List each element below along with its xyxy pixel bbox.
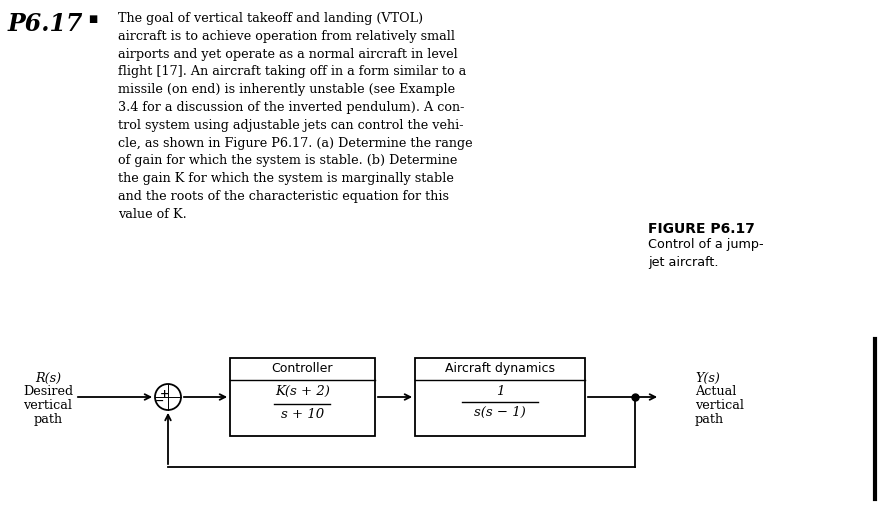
- Text: s(s − 1): s(s − 1): [474, 405, 526, 418]
- Text: R(s): R(s): [35, 371, 61, 384]
- Text: Actual: Actual: [695, 385, 736, 398]
- Bar: [230, 358, 375, 436]
- Text: Y(s): Y(s): [695, 371, 719, 384]
- Text: Desired: Desired: [23, 385, 73, 398]
- Text: Control of a jump-
jet aircraft.: Control of a jump- jet aircraft.: [648, 238, 764, 268]
- Text: K(s + 2): K(s + 2): [275, 384, 330, 397]
- Text: −: −: [155, 394, 165, 405]
- Text: ■: ■: [88, 14, 97, 24]
- Text: vertical: vertical: [695, 399, 744, 412]
- Text: path: path: [34, 413, 63, 426]
- Text: s + 10: s + 10: [281, 407, 324, 420]
- Text: +: +: [160, 388, 169, 399]
- Text: Aircraft dynamics: Aircraft dynamics: [445, 361, 555, 374]
- Text: path: path: [695, 413, 724, 426]
- Text: The goal of vertical takeoff and landing (VTOL)
aircraft is to achieve operation: The goal of vertical takeoff and landing…: [118, 12, 472, 220]
- Text: 1: 1: [496, 384, 504, 397]
- Bar: [415, 358, 585, 436]
- Text: vertical: vertical: [24, 399, 73, 412]
- Text: Controller: Controller: [272, 361, 333, 374]
- Text: P6.17: P6.17: [8, 12, 83, 36]
- Text: FIGURE P6.17: FIGURE P6.17: [648, 221, 755, 236]
